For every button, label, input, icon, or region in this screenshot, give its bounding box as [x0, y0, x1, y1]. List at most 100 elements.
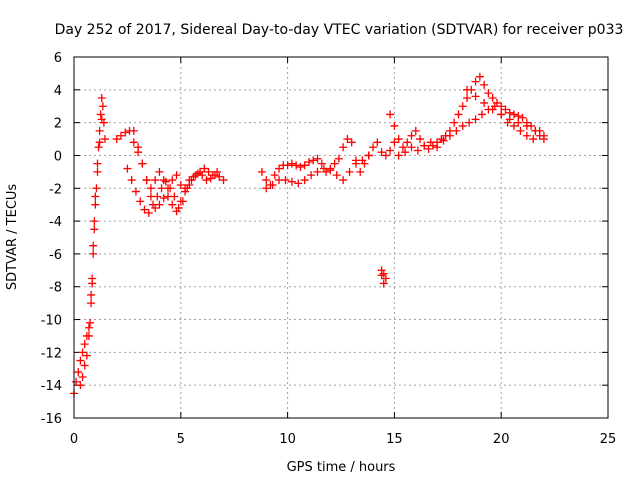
- data-point: [505, 115, 514, 124]
- data-point: [281, 176, 290, 185]
- x-tick-label: 10: [279, 432, 296, 447]
- data-point: [176, 197, 185, 206]
- data-point: [522, 131, 531, 140]
- data-point: [92, 184, 101, 193]
- data-point: [84, 331, 93, 340]
- data-point: [326, 166, 335, 175]
- data-point: [191, 171, 200, 180]
- data-point: [200, 164, 209, 173]
- data-point: [82, 351, 91, 360]
- data-point: [332, 171, 341, 180]
- data-point: [475, 72, 484, 81]
- data-point: [168, 200, 177, 209]
- data-point: [90, 217, 99, 226]
- data-point: [262, 176, 271, 185]
- data-point: [394, 151, 403, 160]
- data-point: [159, 194, 168, 203]
- y-tick-label: -6: [49, 248, 62, 263]
- y-tick-label: 0: [54, 149, 62, 164]
- data-point: [463, 85, 472, 94]
- data-point: [172, 171, 181, 180]
- data-point: [270, 171, 279, 180]
- data-point: [127, 176, 136, 185]
- data-point: [401, 148, 410, 157]
- data-point: [95, 126, 104, 135]
- data-point: [369, 143, 378, 152]
- data-point: [339, 176, 348, 185]
- data-point: [292, 161, 301, 170]
- data-point: [351, 159, 360, 168]
- y-tick-label: -2: [49, 182, 62, 197]
- data-point: [91, 200, 100, 209]
- data-point: [450, 118, 459, 127]
- data-point: [347, 138, 356, 147]
- data-point: [522, 121, 531, 130]
- data-point: [484, 89, 493, 98]
- data-point: [72, 377, 81, 386]
- y-tick-label: 4: [54, 84, 62, 99]
- y-tick-label: -12: [41, 346, 62, 361]
- data-point: [480, 80, 489, 89]
- data-point: [80, 340, 89, 349]
- data-point: [140, 205, 149, 214]
- x-tick-label: 20: [493, 432, 510, 447]
- data-point: [78, 372, 87, 381]
- data-point: [134, 143, 143, 152]
- x-tick-label: 25: [600, 432, 617, 447]
- data-point: [138, 159, 147, 168]
- data-point: [89, 249, 98, 258]
- data-series: [70, 72, 548, 398]
- data-point: [155, 167, 164, 176]
- data-point: [403, 138, 412, 147]
- data-point: [465, 118, 474, 127]
- data-point: [356, 167, 365, 176]
- data-point: [84, 323, 93, 332]
- data-point: [204, 167, 213, 176]
- data-point: [539, 131, 548, 140]
- data-point: [112, 135, 121, 144]
- y-axis-title: SDTVAR / TECUs: [5, 184, 20, 291]
- x-tick-label: 5: [177, 432, 185, 447]
- data-point: [390, 138, 399, 147]
- y-tick-labels: -16 -14 -12 -10 -8 -6 -4 -2 0 2 4 6: [41, 51, 62, 427]
- data-point: [424, 144, 433, 153]
- data-point: [518, 113, 527, 122]
- data-point: [381, 151, 390, 160]
- data-point: [131, 187, 140, 196]
- data-point: [452, 126, 461, 135]
- plot-frame: [73, 56, 609, 419]
- data-point: [334, 154, 343, 163]
- data-point: [339, 143, 348, 152]
- data-point: [153, 192, 162, 201]
- data-point: [78, 348, 87, 357]
- data-point: [516, 126, 525, 135]
- data-point: [95, 138, 104, 147]
- data-point: [407, 131, 416, 140]
- data-point: [257, 167, 266, 176]
- data-point: [386, 110, 395, 119]
- data-point: [213, 167, 222, 176]
- data-point: [93, 159, 102, 168]
- data-point: [377, 148, 386, 157]
- chart-title: Day 252 of 2017, Sidereal Day-to-day VTE…: [55, 22, 624, 38]
- data-point: [168, 176, 177, 185]
- data-point: [471, 77, 480, 86]
- y-tick-label: -16: [41, 412, 62, 427]
- data-point: [488, 94, 497, 103]
- data-point: [157, 184, 166, 193]
- data-point: [96, 110, 105, 119]
- data-point: [398, 143, 407, 152]
- data-point: [294, 179, 303, 188]
- data-point: [411, 126, 420, 135]
- data-point: [313, 154, 322, 163]
- data-point: [98, 102, 107, 111]
- data-point: [531, 126, 540, 135]
- data-point: [275, 164, 284, 173]
- data-point: [529, 135, 538, 144]
- data-point: [283, 161, 292, 170]
- data-point: [151, 176, 160, 185]
- data-point: [358, 156, 367, 165]
- x-tick-label: 15: [386, 432, 403, 447]
- data-point: [373, 138, 382, 147]
- data-point: [159, 176, 168, 185]
